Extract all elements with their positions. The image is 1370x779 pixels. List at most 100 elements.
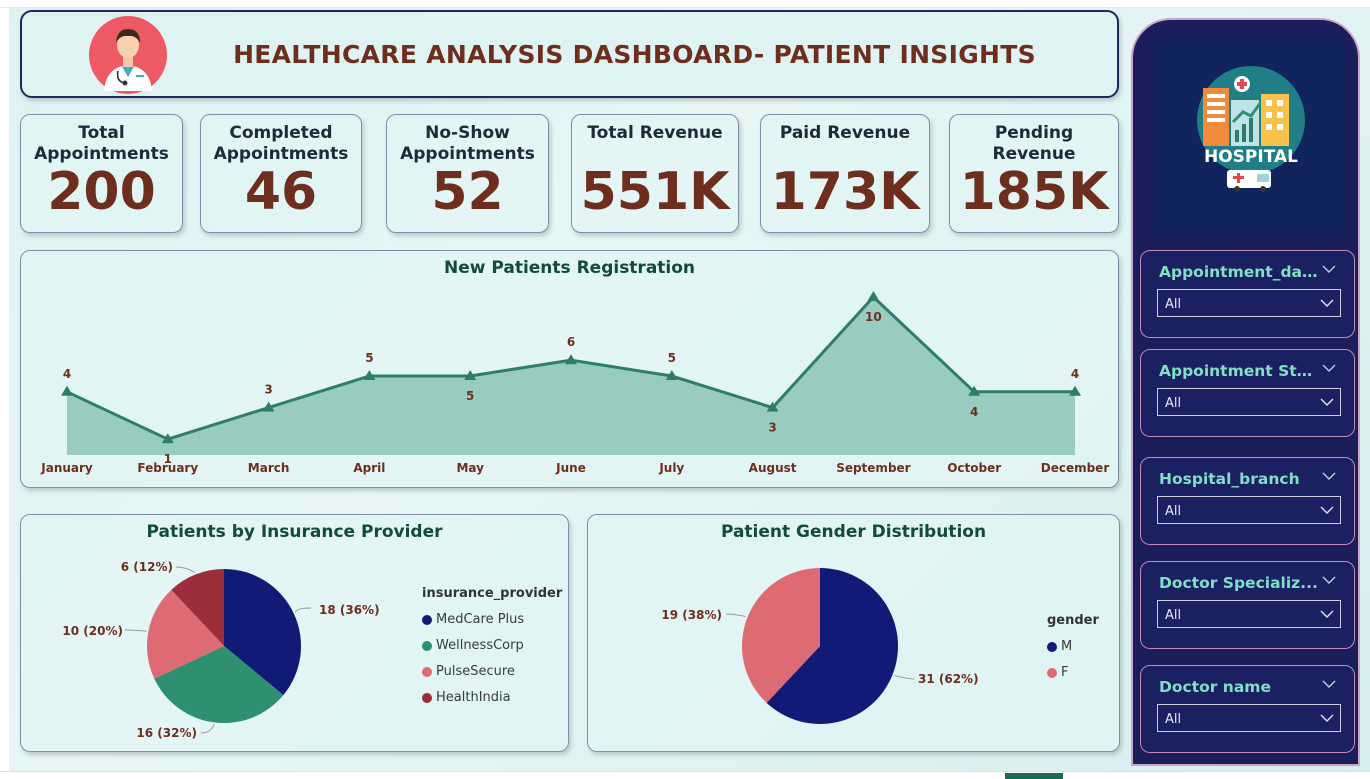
registration-chart-title: New Patients Registration — [443, 258, 696, 278]
slicer-3[interactable]: Hospital_branch All — [1140, 457, 1355, 545]
chevron-down-icon — [1320, 506, 1334, 514]
kpi-value: 46 — [244, 162, 318, 222]
legend-item[interactable]: WellnessCorp — [422, 638, 562, 653]
data-point-marker[interactable] — [766, 401, 779, 412]
x-tick-label: December — [1041, 461, 1110, 475]
hospital-icon: HOSPITAL — [1197, 66, 1305, 192]
legend-item[interactable]: F — [1047, 665, 1099, 680]
data-point-marker[interactable] — [161, 433, 174, 444]
kpi-label: Completed Appointments — [213, 123, 349, 164]
slicer-dropdown[interactable]: All — [1157, 704, 1341, 732]
slicer-1[interactable]: Appointment_date All — [1140, 250, 1355, 338]
kpi-label: No-Show Appointments — [400, 123, 535, 164]
gender-chart-panel: Patient Gender Distribution 31 (62%) 19 (… — [587, 514, 1120, 752]
registration-area — [67, 297, 1075, 455]
leader-line — [294, 607, 312, 613]
legend-dot — [422, 666, 432, 677]
data-label: 4 — [63, 367, 71, 381]
data-label: 3 — [768, 421, 776, 435]
leader-line — [175, 566, 196, 573]
pie-slice[interactable] — [147, 589, 224, 679]
x-tick-label: September — [836, 461, 910, 475]
data-point-marker[interactable] — [61, 385, 73, 396]
leader-line — [894, 674, 915, 680]
chevron-down-icon — [1320, 714, 1334, 722]
slicer-4[interactable]: Doctor Specializ... All — [1140, 561, 1355, 649]
pie-slice[interactable] — [154, 646, 284, 723]
chevron-down-icon[interactable] — [1322, 471, 1336, 481]
pie-slice[interactable] — [766, 568, 898, 724]
chevron-down-icon[interactable] — [1322, 363, 1336, 373]
data-point-marker[interactable] — [464, 370, 477, 380]
legend-dot — [422, 692, 432, 703]
top-strip — [0, 0, 1370, 8]
slicer-dropdown[interactable]: All — [1157, 289, 1341, 317]
slice-data-label: 10 (20%) — [62, 624, 123, 638]
slicer-2[interactable]: Appointment Sta... All — [1140, 349, 1355, 437]
data-label: 4 — [970, 405, 978, 419]
chevron-down-icon[interactable] — [1322, 575, 1336, 585]
pie-slice[interactable] — [171, 569, 224, 646]
slicer-value: All — [1165, 608, 1182, 623]
kpi-value: 551K — [580, 162, 730, 222]
chevron-down-icon[interactable] — [1322, 679, 1336, 689]
slicer-label: Hospital_branch — [1159, 470, 1300, 488]
data-point-marker[interactable] — [665, 370, 678, 380]
data-point-marker[interactable] — [1069, 385, 1081, 396]
kpi-value: 200 — [47, 162, 156, 222]
legend-item[interactable]: M — [1047, 639, 1099, 654]
slicer-label: Appointment Sta... — [1159, 362, 1319, 380]
data-point-marker[interactable] — [565, 354, 577, 365]
legend-dot — [422, 640, 432, 651]
x-tick-label: May — [456, 461, 484, 475]
insurance-legend: insurance_provider MedCare Plus WellnessC… — [422, 586, 562, 705]
legend-title: insurance_provider — [422, 586, 563, 601]
data-label: 4 — [1071, 367, 1079, 381]
slicer-dropdown[interactable]: All — [1157, 600, 1341, 628]
insurance-chart-panel: Patients by Insurance Provider 18 (36%) 1… — [20, 514, 569, 752]
chevron-down-icon[interactable] — [1322, 264, 1336, 274]
kpi-value: 173K — [770, 162, 920, 222]
legend-item[interactable]: MedCare Plus — [422, 612, 562, 627]
legend-dot — [1047, 667, 1057, 678]
slice-data-label: 31 (62%) — [918, 672, 979, 686]
data-point-marker[interactable] — [968, 385, 981, 396]
slicer-label: Appointment_date — [1159, 263, 1319, 281]
slicer-dropdown[interactable]: All — [1157, 496, 1341, 524]
data-label: 5 — [466, 389, 474, 403]
data-label: 5 — [668, 351, 676, 365]
kpi-label: Total Revenue — [587, 123, 723, 143]
legend-dot — [422, 614, 432, 625]
dashboard-header: HEALTHCARE ANALYSIS DASHBOARD- PATIENT I… — [20, 10, 1119, 98]
insurance-pie-chart: 18 (36%) 16 (32%) 10 (20%) 6 (12%) — [62, 560, 380, 740]
x-tick-label: February — [137, 461, 198, 475]
legend-item[interactable]: HealthIndia — [422, 690, 562, 705]
kpi-label: Pending Revenue — [992, 123, 1076, 164]
x-tick-label: October — [947, 461, 1001, 475]
page-tab-active[interactable] — [1005, 773, 1063, 779]
data-point-marker[interactable] — [363, 370, 376, 380]
gender-pie-chart: 31 (62%) 19 (38%) — [661, 568, 979, 724]
data-point-marker[interactable] — [262, 401, 275, 412]
slice-data-label: 18 (36%) — [319, 603, 380, 617]
data-label: 3 — [264, 383, 272, 397]
data-point-marker[interactable] — [867, 291, 880, 301]
legend-label: F — [1061, 665, 1069, 680]
left-strip — [0, 8, 9, 779]
legend-label: HealthIndia — [436, 690, 511, 705]
slicer-value: All — [1165, 712, 1182, 727]
pie-slice[interactable] — [224, 569, 301, 696]
kpi-completed-appointments: Completed Appointments 46 — [200, 114, 362, 233]
pie-slice[interactable] — [742, 568, 820, 703]
kpi-label: Paid Revenue — [779, 123, 911, 143]
kpi-label: Total Appointments — [34, 123, 169, 164]
insurance-chart-title: Patients by Insurance Provider — [146, 522, 443, 542]
slicer-label: Doctor Specializ... — [1159, 574, 1318, 592]
filter-sidebar: HOSPITAL Appointment_date All Appointment … — [1131, 18, 1360, 766]
doctor-avatar-icon — [89, 16, 167, 94]
slicer-5[interactable]: Doctor name All — [1140, 665, 1355, 753]
legend-item[interactable]: PulseSecure — [422, 664, 562, 679]
slicer-dropdown[interactable]: All — [1157, 388, 1341, 416]
